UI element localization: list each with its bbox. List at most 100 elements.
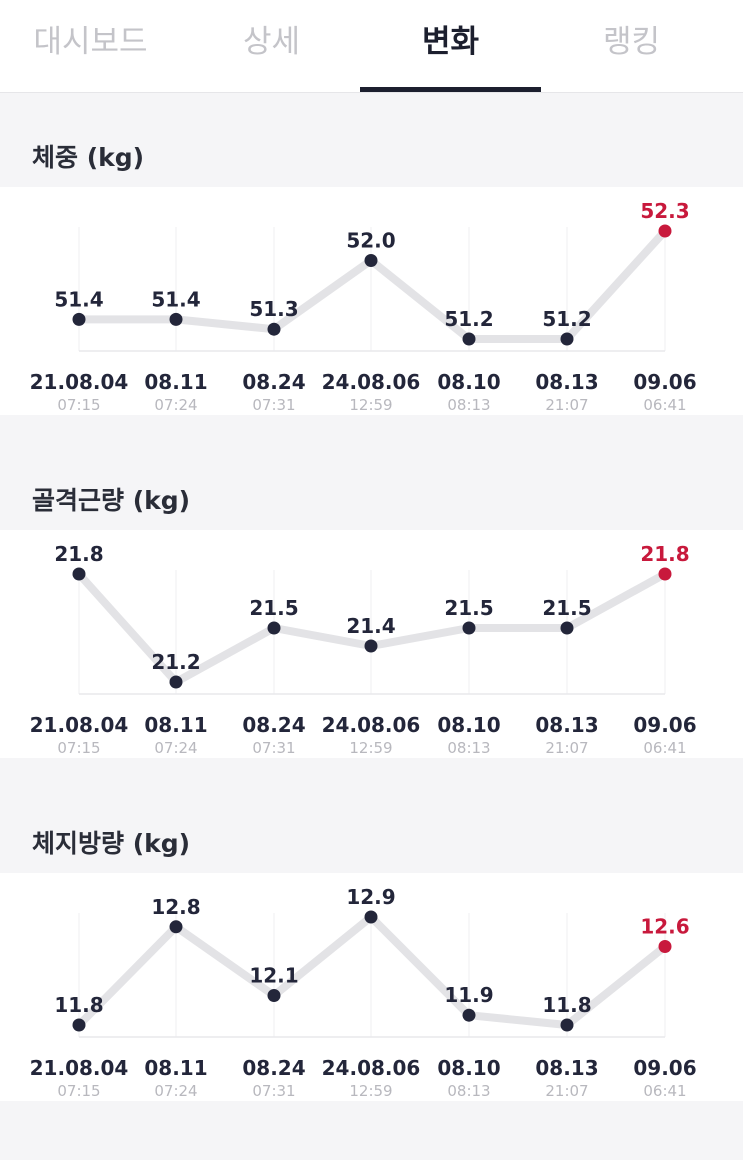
data-label: 21.8 [640, 542, 689, 566]
x-date-label: 08.11 [144, 370, 207, 394]
data-point [658, 567, 672, 581]
x-date-label: 08.10 [437, 1056, 500, 1080]
weight-chart: 51.4 51.4 51.3 52.0 51.2 51.2 52.3 21.08.04 07:1… [30, 199, 697, 414]
x-date-label: 09.06 [633, 713, 696, 737]
data-label: 21.5 [249, 596, 298, 620]
x-time-label: 08:13 [447, 739, 490, 757]
tab-change-label: 변화 [421, 24, 480, 60]
x-date-label: 08.10 [437, 370, 500, 394]
data-point [364, 639, 378, 653]
x-time-label: 08:13 [447, 396, 490, 414]
tab-ranking[interactable]: 랭킹 [602, 24, 661, 60]
tab-dashboard[interactable]: 대시보드 [33, 24, 148, 60]
data-point [560, 621, 574, 635]
x-date-label: 08.24 [242, 1056, 305, 1080]
data-label: 21.5 [444, 596, 493, 620]
data-point [267, 989, 281, 1002]
x-date-label: 09.06 [633, 370, 696, 394]
data-point [658, 224, 672, 238]
x-time-label: 07:15 [57, 739, 100, 757]
muscle-chart: 21.8 21.2 21.5 21.4 21.5 21.5 21.8 21.08.04 07:1… [30, 542, 697, 757]
data-label: 51.4 [151, 287, 200, 311]
data-point [658, 940, 672, 953]
data-label: 21.8 [54, 542, 103, 566]
data-label: 12.1 [249, 964, 298, 988]
x-date-label: 08.24 [242, 713, 305, 737]
tab-bar: 대시보드 상세 변화 랭킹 [0, 0, 743, 93]
data-label: 52.3 [640, 199, 689, 223]
weight-chart-card: 51.4 51.4 51.3 52.0 51.2 51.2 52.3 21.08.04 07:1… [0, 187, 743, 415]
fat-section-title: 체지방량 (kg) [32, 829, 191, 858]
data-point [560, 332, 574, 346]
data-label: 11.9 [444, 983, 493, 1007]
x-time-label: 07:24 [154, 396, 197, 414]
muscle-section-title: 골격근량 (kg) [32, 486, 191, 515]
x-time-label: 06:41 [643, 396, 686, 414]
data-point [72, 312, 86, 326]
x-date-label: 24.08.06 [322, 1056, 421, 1080]
fat-chart-card: 11.8 12.8 12.1 12.9 11.9 11.8 12.6 21.08.04 07:1… [0, 873, 743, 1101]
x-time-label: 21:07 [545, 739, 588, 757]
data-label: 52.0 [346, 229, 395, 253]
data-label: 51.3 [249, 297, 298, 321]
data-point [462, 1008, 476, 1022]
x-time-label: 07:31 [252, 1082, 295, 1100]
x-date-label: 09.06 [633, 1056, 696, 1080]
x-time-label: 07:24 [154, 739, 197, 757]
data-label: 11.8 [542, 993, 591, 1017]
data-label: 51.2 [444, 307, 493, 331]
data-point [72, 567, 86, 581]
weight-section-title: 체중 (kg) [32, 143, 145, 172]
x-date-label: 08.11 [144, 713, 207, 737]
data-point [560, 1018, 574, 1032]
x-date-label: 08.13 [535, 713, 598, 737]
data-point [462, 332, 476, 346]
data-point [169, 312, 183, 326]
data-label: 21.2 [151, 650, 200, 674]
x-date-label: 08.24 [242, 370, 305, 394]
data-point [267, 621, 281, 635]
data-point [267, 322, 281, 336]
x-time-label: 08:13 [447, 1082, 490, 1100]
fat-chart: 11.8 12.8 12.1 12.9 11.9 11.8 12.6 21.08.04 07:1… [30, 885, 697, 1100]
x-time-label: 07:15 [57, 396, 100, 414]
x-date-label: 08.11 [144, 1056, 207, 1080]
data-point [169, 675, 183, 689]
data-label: 51.4 [54, 287, 103, 311]
x-date-label: 21.08.04 [30, 370, 129, 394]
x-date-label: 24.08.06 [322, 370, 421, 394]
data-point [364, 254, 378, 267]
data-point [462, 621, 476, 635]
x-time-label: 07:15 [57, 1082, 100, 1100]
active-tab-indicator [360, 87, 541, 92]
x-time-label: 21:07 [545, 396, 588, 414]
tab-detail[interactable]: 상세 [242, 24, 301, 60]
muscle-chart-card: 21.8 21.2 21.5 21.4 21.5 21.5 21.8 21.08.04 07:1… [0, 530, 743, 758]
data-point [364, 910, 378, 924]
x-time-label: 06:41 [643, 739, 686, 757]
x-date-label: 24.08.06 [322, 713, 421, 737]
data-label: 21.4 [346, 614, 395, 638]
data-label: 12.9 [346, 885, 395, 909]
x-time-label: 06:41 [643, 1082, 686, 1100]
data-label: 12.6 [640, 915, 689, 939]
x-time-label: 07:24 [154, 1082, 197, 1100]
tab-change[interactable]: 변화 [360, 0, 541, 92]
x-date-label: 21.08.04 [30, 713, 129, 737]
data-label: 12.8 [151, 895, 200, 919]
data-label: 51.2 [542, 307, 591, 331]
x-date-label: 21.08.04 [30, 1056, 129, 1080]
x-date-label: 08.13 [535, 370, 598, 394]
x-time-label: 21:07 [545, 1082, 588, 1100]
data-point [169, 920, 183, 934]
x-date-label: 08.13 [535, 1056, 598, 1080]
x-time-label: 12:59 [349, 1082, 392, 1100]
data-label: 11.8 [54, 993, 103, 1017]
x-date-label: 08.10 [437, 713, 500, 737]
x-time-label: 07:31 [252, 739, 295, 757]
x-time-label: 12:59 [349, 739, 392, 757]
x-time-label: 07:31 [252, 396, 295, 414]
data-point [72, 1018, 86, 1032]
x-time-label: 12:59 [349, 396, 392, 414]
data-label: 21.5 [542, 596, 591, 620]
